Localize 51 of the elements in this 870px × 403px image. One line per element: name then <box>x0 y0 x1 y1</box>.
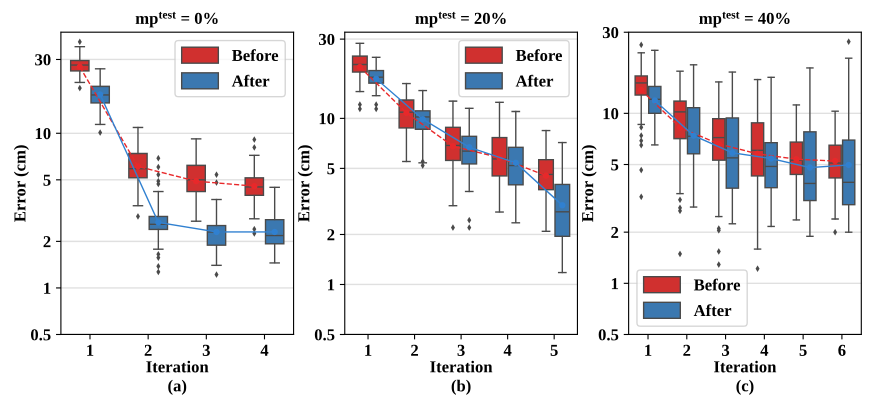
legend-label: After <box>516 74 554 87</box>
x-tick-label: 1 <box>87 344 94 356</box>
y-tick-label: 10 <box>320 113 334 124</box>
chart-title: mp$^{test}$ = 0% <box>136 12 218 28</box>
x-tick-label: 3 <box>202 344 210 356</box>
x-axis-title: Iteration <box>714 360 776 372</box>
y-tick-label: 1 <box>328 279 334 290</box>
y-tick-label: 1 <box>612 278 618 290</box>
y-tick-label: 0.5 <box>314 329 334 341</box>
y-axis-title: Error (cm) <box>298 145 313 222</box>
y-axis-title: Error (cm) <box>582 145 597 222</box>
x-axis-title: Iteration <box>146 360 208 372</box>
y-tick-label: 10 <box>36 128 51 140</box>
x-tick-label: 6 <box>838 344 846 356</box>
x-axis-title: Iteration <box>430 360 492 372</box>
y-axis-title: Error (cm) <box>14 145 29 222</box>
text: (b) <box>452 380 471 395</box>
x-tick-label: 2 <box>144 344 152 356</box>
y-tick-label: 0.5 <box>598 329 618 341</box>
y-tick-label: 30 <box>319 34 334 46</box>
y-tick-label: 2 <box>611 226 618 238</box>
x-tick-label: 4 <box>504 344 512 356</box>
y-tick-label: 2 <box>327 229 334 240</box>
x-tick-label: 3 <box>722 344 730 356</box>
y-tick-label: 5 <box>611 159 618 170</box>
x-tick-label: 5 <box>550 344 558 356</box>
y-tick-label: 2 <box>44 236 50 248</box>
legend-label: After <box>694 304 732 316</box>
legend-label: After <box>232 74 270 87</box>
x-tick-label: 2 <box>411 344 418 356</box>
legend-label: Before <box>694 278 740 291</box>
chart-title: mp$^{test}$ = 20% <box>415 12 506 28</box>
y-tick-label: 5 <box>44 174 51 186</box>
y-tick-label: 0.5 <box>30 329 51 341</box>
x-tick-label: 3 <box>458 344 465 356</box>
x-tick-label: 1 <box>645 344 652 356</box>
y-tick-label: 1 <box>44 282 50 294</box>
chart-title: mp$^{test}$ = 40% <box>699 12 790 28</box>
y-tick-label: 30 <box>602 26 618 38</box>
x-tick-label: 4 <box>260 344 268 356</box>
x-tick-label: 2 <box>683 344 690 356</box>
legend-label: Before <box>232 49 278 62</box>
legend-label: Before <box>516 49 562 62</box>
y-tick-label: 10 <box>604 108 618 120</box>
text: (a) <box>168 380 186 395</box>
y-tick-label: 30 <box>35 54 51 66</box>
text: (c) <box>736 380 754 395</box>
x-tick-label: 4 <box>760 344 768 356</box>
x-tick-label: 5 <box>800 344 807 356</box>
y-tick-label: 5 <box>327 163 334 174</box>
x-tick-label: 1 <box>365 344 372 356</box>
